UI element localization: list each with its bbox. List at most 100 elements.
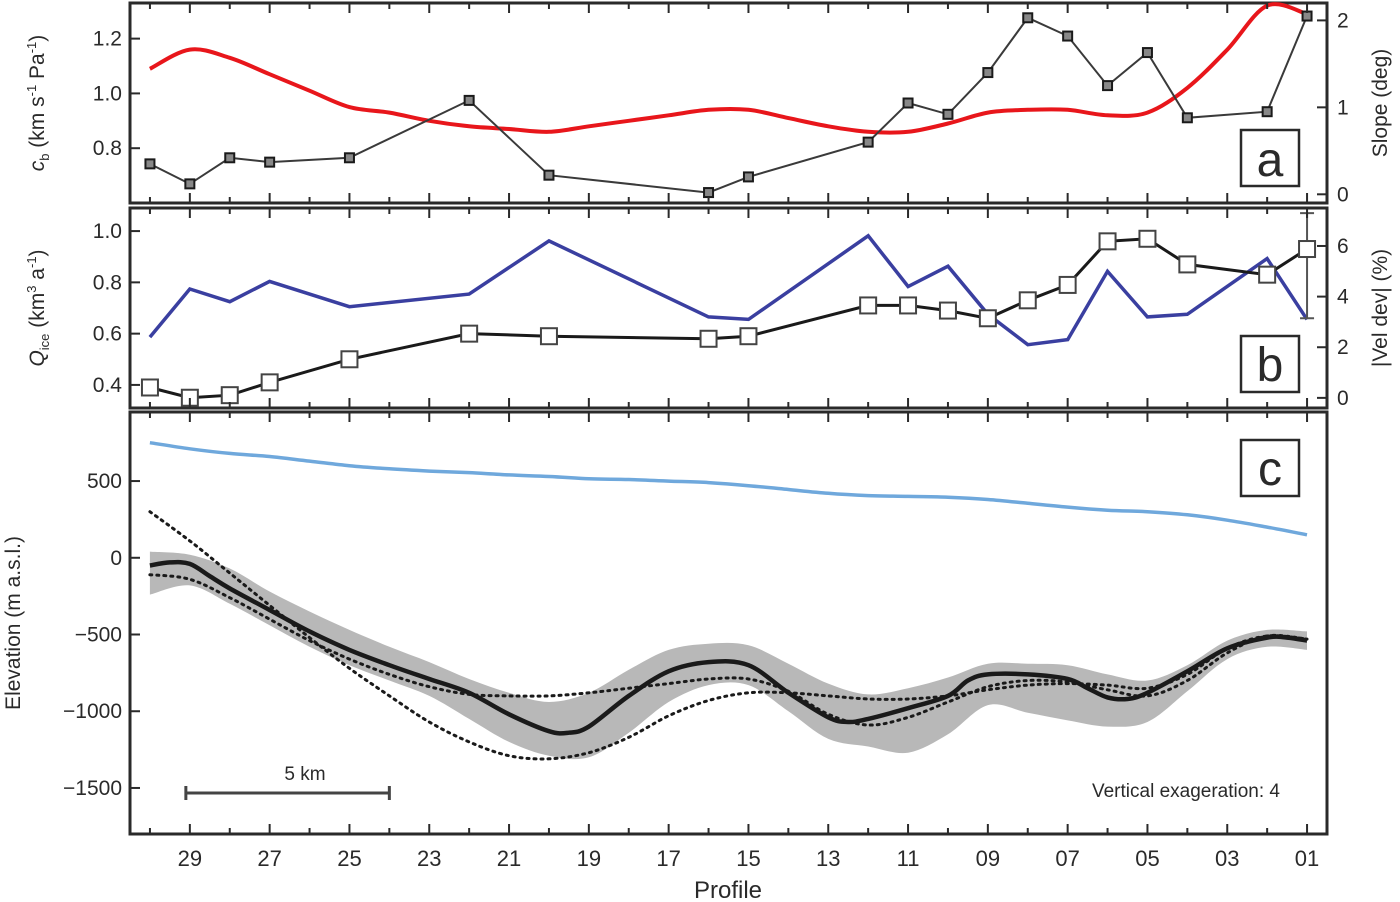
panel-b-frame (128, 206, 1329, 410)
panel-a-y-right-tick-label: 2 (1337, 9, 1349, 32)
panel-b-qice-marker (1138, 229, 1157, 248)
panel-b-letter: b (1257, 339, 1284, 392)
panel-c-y-tick-label: 500 (87, 470, 122, 493)
panel-c-uncertainty-band (149, 551, 1307, 760)
panel-a-slope-marker (982, 67, 994, 79)
panel-a-slope-marker (862, 136, 874, 148)
panel-a-ylabel-left: cb (km s-1 Pa-1) (24, 35, 52, 172)
panel-b-y-left-tick-label: 0.8 (93, 271, 122, 294)
panel-a-letter-box (1239, 128, 1301, 188)
panel-c-dotted-line (148, 510, 1309, 761)
x-tick-label: 27 (257, 846, 281, 871)
x-tick-label: 21 (497, 846, 521, 871)
panel-a-slope-marker (1181, 112, 1193, 124)
panel-a-slope-marker (1062, 30, 1074, 42)
x-tick-label: 13 (816, 846, 840, 871)
panel-b-qice-marker (978, 309, 997, 328)
panel-c-surface-line (149, 440, 1308, 537)
panel-a-frame (128, 1, 1329, 205)
x-tick-label: 29 (178, 846, 202, 871)
panel-b-qice-marker (140, 378, 159, 397)
x-tick-label: 05 (1135, 846, 1159, 871)
panel-a-slope-marker (942, 108, 954, 120)
panel-a-slope-marker (703, 187, 715, 199)
x-tick-label: 17 (656, 846, 680, 871)
panel-a-slope-marker (902, 97, 914, 109)
panel-a-y-left-tick-label: 1.2 (93, 28, 122, 51)
panel-c-y-tick-label: −1500 (63, 777, 122, 800)
panel-b-qice-marker (1098, 232, 1117, 251)
panel-b-qice-marker (460, 324, 479, 343)
x-tick-label: 25 (337, 846, 361, 871)
panel-a-slope-marker (343, 152, 355, 164)
x-tick-label: 09 (976, 846, 1000, 871)
panel-a-slope-marker (1261, 106, 1273, 118)
panel-b-y-left-tick-label: 0.6 (93, 323, 122, 346)
panel-a-slope-marker (264, 156, 276, 168)
panel-a-slope-marker (144, 158, 156, 170)
x-tick-label: 01 (1295, 846, 1319, 871)
panel-b-qice-marker (938, 301, 957, 320)
panel-b-y-right-tick-label: 0 (1337, 387, 1349, 410)
panel-b-qice-marker (739, 327, 758, 346)
panel-b-letter-box (1239, 334, 1301, 394)
panel-c-band-layer (149, 551, 1307, 760)
panel-a-ylabel-right: Slope (deg) (1369, 49, 1392, 158)
panel-a-y-left-tick-label: 0.8 (93, 137, 122, 160)
x-tick-label: 07 (1055, 846, 1079, 871)
panel-b-blue-line (148, 233, 1309, 347)
x-tick-label: 23 (417, 846, 441, 871)
panel-c-dotted-line (148, 573, 1309, 727)
panel-a-slope-marker (1141, 47, 1153, 59)
panel-b-y-left-tick-label: 0.4 (93, 374, 123, 397)
plot-markers-layer (140, 10, 1317, 800)
panel-a-slope-marker (1022, 12, 1034, 24)
panel-b-qice-marker (1018, 291, 1037, 310)
panel-b-qice-marker (1058, 275, 1077, 294)
panel-c-ylabel: Elevation (m a.s.l.) (2, 536, 25, 710)
panel-a-slope-marker (184, 178, 196, 190)
panel-b-qice-marker (260, 373, 279, 392)
panel-b-qice-marker (340, 350, 359, 369)
panel-a-y-right-tick-label: 1 (1337, 96, 1349, 119)
axis-ticks-layer: 29 27 25 23 21 19 17 15 13 11 09 07 05 03 010.81.01.20… (63, 3, 1349, 871)
x-tick-label: 11 (897, 846, 920, 871)
panel-c-frame (128, 410, 1329, 836)
panel-a-slope-marker (1102, 80, 1114, 92)
panel-a-slope-marker (742, 171, 754, 183)
panel-a-slope-line (149, 15, 1308, 194)
panel-b-qice-marker (539, 327, 558, 346)
panel-a-slope-marker (463, 94, 475, 106)
panel-b-qice-marker (220, 386, 239, 405)
panel-b-y-right-tick-label: 4 (1337, 286, 1349, 309)
panel-a-y-left-tick-label: 1.0 (93, 82, 122, 105)
x-tick-label: 19 (577, 846, 601, 871)
panel-c-y-tick-label: 0 (110, 547, 122, 570)
panel-c-letter: c (1258, 443, 1282, 496)
panel-a-slope-marker (224, 152, 236, 164)
panel-b-y-right-tick-label: 6 (1337, 235, 1349, 258)
panel-b-qice-marker (859, 296, 878, 315)
panel-a-red-line (148, 2, 1308, 135)
panel-c-letter-box (1239, 438, 1301, 498)
panel-b-qice-marker (899, 296, 918, 315)
vertical-exaggeration-note: Vertical exageration: 4 (1092, 781, 1280, 802)
panel-a-y-right-tick-label: 0 (1337, 183, 1349, 206)
x-axis-label: Profile (694, 877, 762, 902)
panel-b-qice-marker (1178, 255, 1197, 274)
panel-c-bed-line (149, 559, 1308, 736)
scalebar-label: 5 km (284, 764, 325, 785)
panel-a-letter: a (1257, 134, 1284, 187)
panel-b-y-left-tick-label: 1.0 (93, 220, 122, 243)
panel-b-qice-marker (1298, 240, 1317, 259)
panel-b-ylabel-left: Qice (km3 a-1) (24, 249, 52, 366)
panel-b-qice-marker (699, 329, 718, 348)
x-tick-label: 03 (1215, 846, 1239, 871)
x-tick-label: 15 (736, 846, 760, 871)
panel-b-y-right-tick-label: 2 (1337, 336, 1349, 359)
panel-c-y-tick-label: −500 (75, 624, 122, 647)
plot-lines-layer (148, 2, 1315, 761)
panel-c-y-tick-label: −1000 (63, 700, 122, 723)
panel-b-qice-marker (1258, 265, 1277, 284)
